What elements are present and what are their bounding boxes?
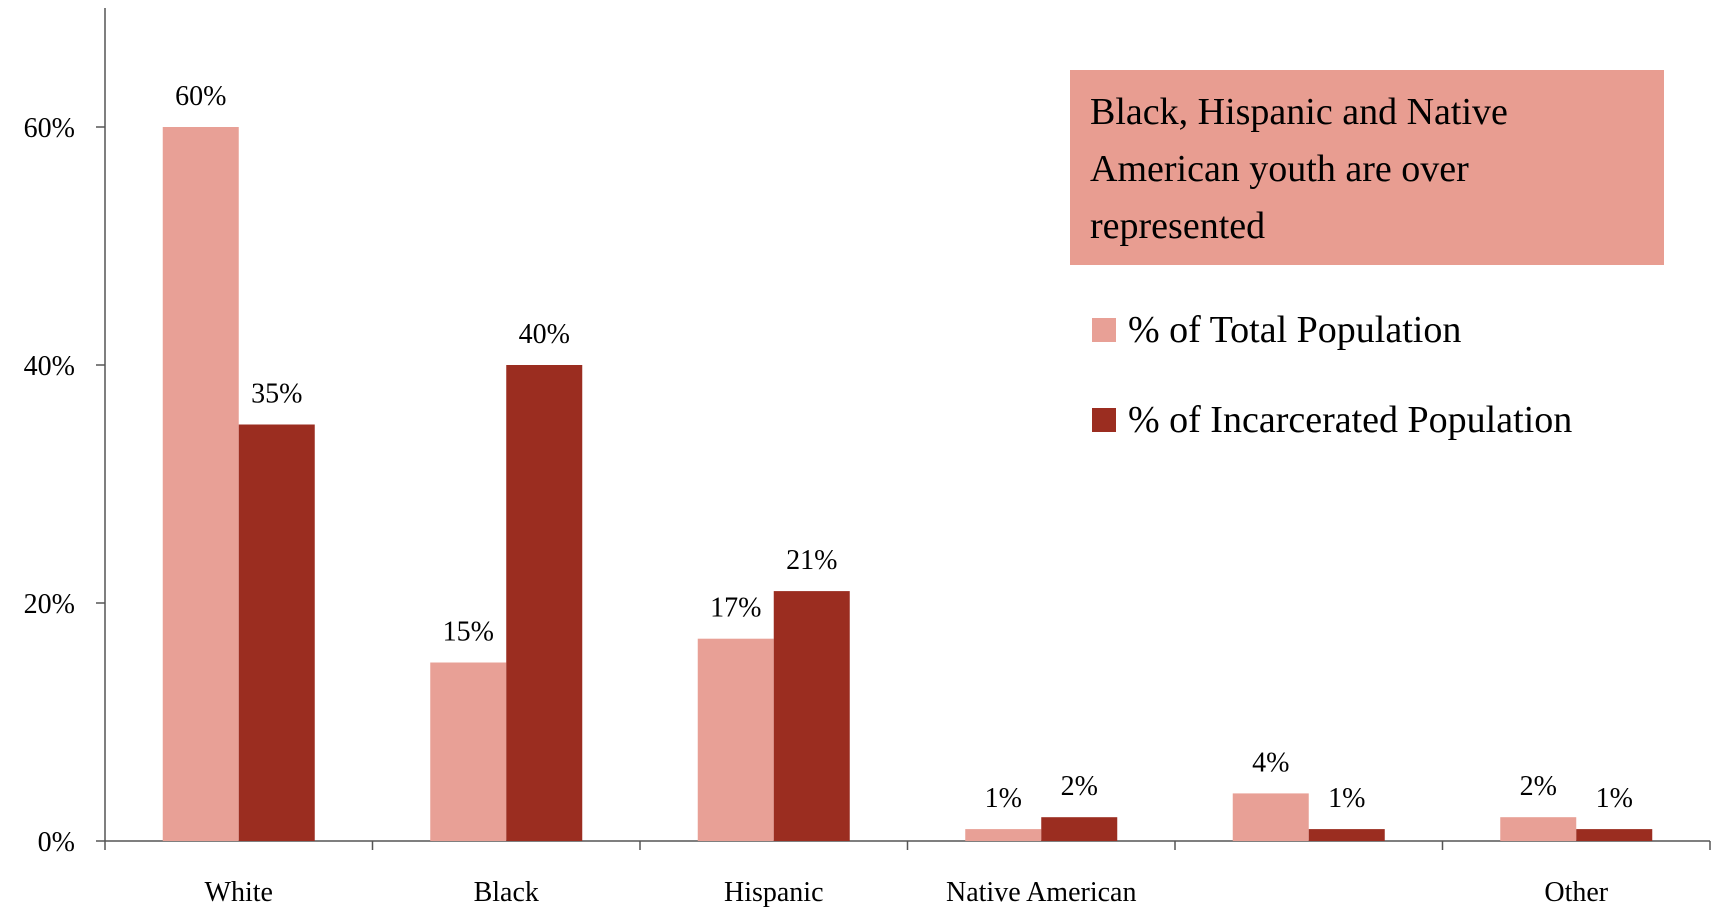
bar — [1576, 829, 1653, 841]
annotation-callout: Black, Hispanic and Native American yout… — [1070, 70, 1664, 265]
bar — [238, 424, 315, 841]
bar — [773, 591, 850, 841]
x-category-label: Other — [1544, 877, 1608, 908]
labels: 0% 20% 40% 60% 60% 35% White 15% 40% Black 17% 21% H… — [24, 81, 1633, 908]
x-category-label: Native American — [946, 877, 1136, 908]
data-label: 35% — [251, 379, 302, 410]
legend-swatch-incarcerated — [1092, 408, 1116, 432]
bar — [430, 662, 507, 841]
data-label: 15% — [443, 617, 494, 648]
x-category-label: Hispanic — [724, 877, 824, 908]
bar — [697, 638, 774, 841]
data-label: 21% — [786, 545, 837, 576]
data-label: 1% — [1328, 783, 1365, 814]
bar — [965, 829, 1042, 841]
axes — [96, 8, 1711, 850]
callout-text: Black, Hispanic and Native American yout… — [1090, 91, 1508, 247]
legend-item-incarcerated: % of Incarcerated Population — [1092, 390, 1572, 450]
data-label: 17% — [710, 593, 761, 624]
data-label: 4% — [1252, 747, 1289, 778]
x-category-label: Black — [474, 877, 539, 908]
bar — [1041, 817, 1118, 841]
y-tick-label: 60% — [24, 113, 75, 144]
data-label: 40% — [519, 319, 570, 350]
data-label: 1% — [985, 783, 1022, 814]
x-category-label: White — [205, 877, 273, 908]
y-tick-label: 40% — [24, 351, 75, 382]
data-label: 1% — [1596, 783, 1633, 814]
y-tick-label: 20% — [24, 589, 75, 620]
bar — [1308, 829, 1385, 841]
data-label: 2% — [1061, 771, 1098, 802]
bar — [162, 127, 239, 841]
bar — [1500, 817, 1577, 841]
bar — [1232, 793, 1309, 841]
bars — [162, 127, 1653, 841]
legend-item-total: % of Total Population — [1092, 300, 1572, 360]
legend: % of Total Population % of Incarcerated … — [1092, 300, 1572, 480]
legend-label-total: % of Total Population — [1128, 309, 1462, 351]
bar — [506, 365, 583, 841]
data-label: 60% — [175, 81, 226, 112]
legend-swatch-total — [1092, 318, 1116, 342]
legend-label-incarcerated: % of Incarcerated Population — [1128, 399, 1573, 441]
y-tick-label: 0% — [38, 827, 75, 858]
data-label: 2% — [1520, 771, 1557, 802]
